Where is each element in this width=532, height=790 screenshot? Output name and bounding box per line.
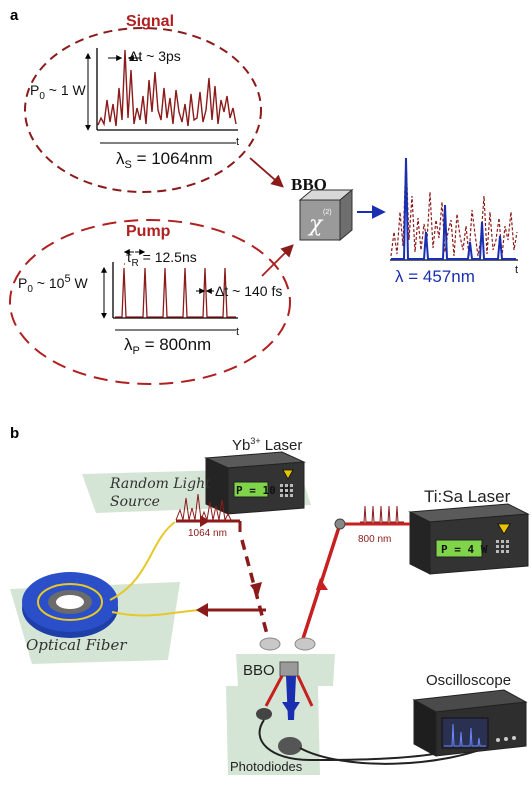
tisa-laser: P = 4 W Ti:Sa Laser [408, 487, 530, 575]
output-lambda: λ = 457nm [395, 267, 475, 286]
beam-arrow-4 [316, 578, 328, 590]
panel-b-letter: b [10, 425, 19, 442]
pump-to-bbo-arrow [261, 244, 294, 277]
signal-title: Signal [126, 13, 174, 30]
beam-arrow-blue [282, 702, 300, 716]
oscilloscope-screen [441, 717, 489, 749]
photodiode-2 [278, 737, 302, 755]
tisa-laser-power: P = 4 W [441, 543, 488, 556]
oscilloscope-trace [444, 723, 486, 747]
lens-left [259, 637, 281, 651]
fiber-label: Optical Fiber [26, 636, 127, 654]
oscilloscope-label: Oscilloscope [426, 672, 511, 689]
output-axis-t: t [515, 264, 518, 276]
bbo-crystal-b [279, 661, 299, 677]
signal-delta-t: Δt ~ 3ps [129, 48, 181, 64]
signal-group: Signal t P0 ~ 1 W Δt ~ 3ps λS = 1064nm [24, 13, 262, 193]
oscilloscope: Oscilloscope [412, 672, 528, 757]
lens-right [294, 637, 316, 651]
chi-superscript: (2) [323, 209, 332, 216]
tisa-laser-label: Ti:Sa Laser [424, 487, 511, 506]
random-source-line2: Source [110, 494, 160, 510]
pump-power-label: P0 ~ 105 W [18, 273, 88, 295]
pump-mirror [334, 518, 346, 530]
pump-axis-t: t [236, 326, 239, 338]
photodiode-1 [256, 708, 272, 720]
pump-title: Pump [126, 223, 171, 240]
pump-delta-t: Δt ~ 140 fs [215, 283, 282, 299]
chi-symbol: χ [307, 212, 324, 237]
pump-lambda: λP = 800nm [124, 335, 211, 357]
bbo-label: BBO [291, 175, 327, 194]
fiber-spool [22, 521, 201, 638]
tisa-warning-icon [497, 523, 511, 535]
yb-laser-label: Yb3+ Laser [232, 436, 302, 454]
signal-ellipse [24, 27, 262, 193]
signal-power-label: P0 ~ 1 W [30, 82, 87, 102]
yb-laser-screen [233, 481, 269, 498]
yb-laser: P = 10 W Yb3+ Laser [204, 436, 306, 515]
output-sfg-trace [391, 157, 516, 260]
wavelength-1064: 1064 nm [188, 528, 227, 539]
beam-arrow-1 [200, 515, 210, 527]
yb-keypad [280, 484, 293, 497]
output-plot: t λ = 457nm [390, 157, 518, 286]
beam-residual-right [296, 675, 314, 707]
random-pulses-icon [175, 493, 232, 522]
panel-a-letter: a [10, 7, 19, 24]
bbo-crystal: BBO χ (2) [291, 175, 354, 242]
pump-tau: τR = 12.5ns [126, 249, 197, 269]
tisa-keypad [496, 540, 509, 553]
pump-ellipse [9, 219, 291, 385]
beam-residual-left [264, 675, 284, 707]
signal-lambda: λS = 1064nm [116, 149, 213, 171]
output-signal-trace [390, 157, 518, 257]
signal-axis-t: t [236, 136, 239, 148]
bbo-label-b: BBO [243, 662, 275, 679]
pump-group: Pump t P0 ~ 105 W τR = 12.5ns Δt ~ 140 f… [9, 219, 291, 385]
photodiodes-label: Photodiodes [230, 759, 303, 774]
wavelength-800: 800 nm [358, 534, 391, 545]
pump-pulses-icon [360, 505, 404, 523]
yb-laser-power: P = 10 W [236, 484, 289, 497]
beam-arrow-3 [196, 603, 208, 617]
yb-warning-icon [282, 469, 294, 480]
pump-pulse-train [115, 267, 236, 318]
beam-arrow-2 [250, 582, 262, 596]
signal-to-bbo-arrow [249, 157, 284, 188]
random-source-line1: Random Light [109, 476, 211, 492]
signal-trace [97, 49, 237, 127]
tisa-laser-screen [435, 539, 483, 558]
